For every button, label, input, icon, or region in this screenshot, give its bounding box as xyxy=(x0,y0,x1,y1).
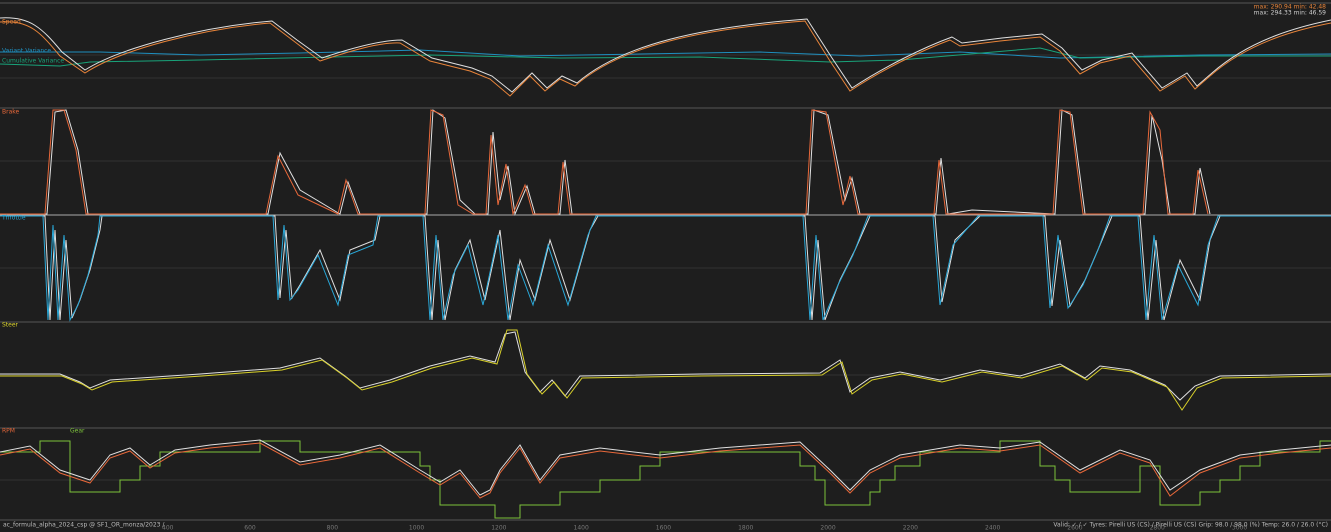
panel-sublabel: Gear xyxy=(70,428,85,435)
x-tick-label: 1000 xyxy=(409,525,424,532)
x-tick-label: 400 xyxy=(162,525,174,532)
x-tick-label: 1800 xyxy=(738,525,753,532)
panel-label: Throttle xyxy=(1,215,26,222)
x-tick-label: 800 xyxy=(327,525,339,532)
stat-text: max: 290.94 min: 42.48 xyxy=(1254,4,1327,11)
panel-label: Brake xyxy=(2,109,20,116)
x-tick-label: 2400 xyxy=(985,525,1000,532)
footer-left: ac_formula_alpha_2024_csp @ SF1_OR_monza… xyxy=(3,522,165,529)
x-tick-label: 2000 xyxy=(820,525,835,532)
panel-label: RPM xyxy=(2,428,15,435)
panel-sublabel: Cumulative Variance xyxy=(2,58,64,65)
x-tick-label: 2200 xyxy=(903,525,918,532)
stat-text: max: 294.33 min: 46.59 xyxy=(1254,10,1327,17)
x-tick-label: 600 xyxy=(244,525,256,532)
x-tick-label: 2600 xyxy=(1067,525,1082,532)
x-tick-label: 3000 xyxy=(1232,525,1247,532)
x-tick-label: 1200 xyxy=(491,525,506,532)
x-tick-label: 1600 xyxy=(656,525,671,532)
rpm-gear-traces xyxy=(0,439,1331,519)
footer-right: Valid: ✓ / ✓ Tyres: Pirelli US (CS) / Pi… xyxy=(1053,522,1328,529)
speed-traces xyxy=(0,17,1331,97)
panel-sublabel: Variant Variance xyxy=(2,48,51,55)
brake-traces xyxy=(0,109,1211,216)
panel-label: Speed xyxy=(2,19,21,26)
x-tick-label: 2800 xyxy=(1150,525,1165,532)
throttle-traces xyxy=(0,215,1331,322)
steer-traces xyxy=(0,329,1331,411)
panel-label: Steer xyxy=(2,322,19,329)
x-tick-label: 1400 xyxy=(574,525,589,532)
